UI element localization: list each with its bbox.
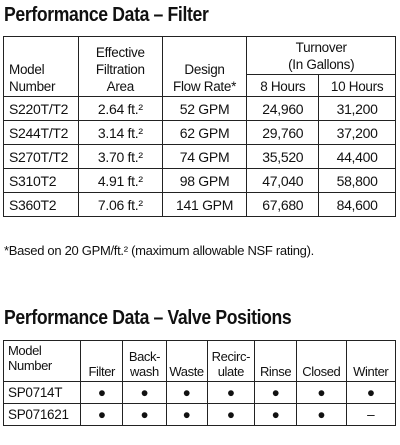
area-cell: 3.14 ft.²	[77, 120, 163, 145]
turnover-8h-cell: 24,960	[246, 96, 320, 121]
closed-position-cell: ●	[296, 403, 347, 426]
backwash-position-cell: ●	[122, 381, 167, 404]
turnover-10h-cell: 31,200	[318, 96, 396, 121]
backwash-header-line-2: wash	[130, 364, 159, 379]
rinse-position-cell: ●	[253, 381, 298, 404]
winter-position-header: Winter	[345, 340, 397, 382]
turnover-10h-cell: 44,400	[318, 144, 396, 169]
model-cell: S270T/T2	[3, 144, 79, 169]
filter-section-title: Performance Data – Filter	[4, 4, 209, 26]
valve-positions-table: Model Number Filter Back- wash Waste Rec…	[2, 340, 397, 426]
backwash-position-cell: ●	[122, 403, 167, 426]
turnover-10h-cell: 37,200	[318, 120, 396, 145]
filter-position-cell: ●	[80, 403, 124, 426]
flow-cell: 74 GPM	[161, 144, 248, 169]
filter-footnote: *Based on 20 GPM/ft.² (maximum allowable…	[4, 243, 314, 258]
recirculate-position-cell: ●	[206, 381, 255, 404]
valve-row: SP0714T ● ● ● ● ● ● ●	[2, 381, 397, 404]
valve-model-header-line-2: Number	[8, 358, 52, 373]
model-header-line-2: Number	[9, 79, 56, 94]
turnover-8h-cell: 47,040	[246, 168, 320, 193]
backwash-header-line-1: Back-	[128, 349, 161, 364]
filter-row: S244T/T2 3.14 ft.² 62 GPM 29,760 37,200	[3, 120, 396, 145]
model-header-line-1: Model	[9, 62, 45, 77]
flow-cell: 62 GPM	[161, 120, 248, 145]
waste-position-cell: ●	[165, 381, 208, 404]
recirculate-header-line-1: Recirc-	[211, 349, 251, 364]
flow-header-line-2: Flow Rate*	[173, 79, 237, 94]
flow-header-line-1: Design	[184, 62, 225, 77]
area-cell: 3.70 ft.²	[77, 144, 163, 169]
turnover-header-line-1: Turnover	[295, 40, 347, 55]
filter-row: S220T/T2 2.64 ft.² 52 GPM 24,960 31,200	[3, 96, 396, 121]
turnover-8h-cell: 67,680	[246, 192, 320, 217]
filtration-area-header: Effective Filtration Area	[77, 36, 163, 97]
valve-section-title: Performance Data – Valve Positions	[4, 307, 292, 329]
flow-cell: 52 GPM	[161, 96, 248, 121]
filter-position-header: Filter	[80, 340, 124, 382]
ten-hours-header: 10 Hours	[318, 74, 396, 97]
waste-position-cell: ●	[165, 403, 208, 426]
filter-row: S360T2 7.06 ft.² 141 GPM 67,680 84,600	[3, 192, 396, 217]
filter-row: S310T2 4.91 ft.² 98 GPM 47,040 58,800	[3, 168, 396, 193]
flow-cell: 141 GPM	[161, 192, 248, 217]
area-header-line-2: Filtration	[95, 62, 145, 77]
area-header-line-1: Effective	[95, 45, 145, 60]
waste-position-header: Waste	[165, 340, 208, 382]
winter-position-cell: ●	[345, 381, 397, 404]
turnover-8h-cell: 29,760	[246, 120, 320, 145]
valve-model-cell: SP0714T	[2, 381, 82, 404]
turnover-8h-cell: 35,520	[246, 144, 320, 169]
valve-model-cell: SP071621	[2, 403, 82, 426]
valve-model-header-line-1: Model	[8, 343, 42, 358]
winter-position-cell: –	[345, 403, 397, 426]
recirculate-header-line-2: ulate	[217, 364, 245, 379]
filter-row: S270T/T2 3.70 ft.² 74 GPM 35,520 44,400	[3, 144, 396, 169]
area-header-line-3: Area	[106, 79, 135, 94]
valve-header-row: Model Number Filter Back- wash Waste Rec…	[2, 340, 397, 382]
flow-cell: 98 GPM	[161, 168, 248, 193]
area-cell: 7.06 ft.²	[77, 192, 163, 217]
filter-position-cell: ●	[80, 381, 124, 404]
rinse-position-cell: ●	[253, 403, 298, 426]
turnover-header-line-2: (In Gallons)	[288, 57, 355, 72]
filter-header-row-1: Model Number Effective Filtration Area D…	[3, 36, 396, 97]
closed-position-header: Closed	[296, 340, 347, 382]
valve-row: SP071621 ● ● ● ● ● ● –	[2, 403, 397, 426]
model-cell: S244T/T2	[3, 120, 79, 145]
model-cell: S220T/T2	[3, 96, 79, 121]
turnover-header: Turnover (In Gallons)	[246, 36, 396, 75]
backwash-position-header: Back- wash	[122, 340, 167, 382]
eight-hours-header: 8 Hours	[246, 74, 320, 97]
turnover-10h-cell: 84,600	[318, 192, 396, 217]
filter-performance-table: Model Number Effective Filtration Area D…	[3, 36, 396, 217]
model-cell: S310T2	[3, 168, 79, 193]
model-number-header: Model Number	[3, 36, 79, 97]
closed-position-cell: ●	[296, 381, 347, 404]
recirculate-position-header: Recirc- ulate	[206, 340, 255, 382]
model-cell: S360T2	[3, 192, 79, 217]
recirculate-position-cell: ●	[206, 403, 255, 426]
area-cell: 2.64 ft.²	[77, 96, 163, 121]
valve-model-header: Model Number	[2, 340, 82, 382]
rinse-position-header: Rinse	[253, 340, 298, 382]
turnover-10h-cell: 58,800	[318, 168, 396, 193]
design-flow-rate-header: Design Flow Rate*	[161, 36, 248, 97]
area-cell: 4.91 ft.²	[77, 168, 163, 193]
